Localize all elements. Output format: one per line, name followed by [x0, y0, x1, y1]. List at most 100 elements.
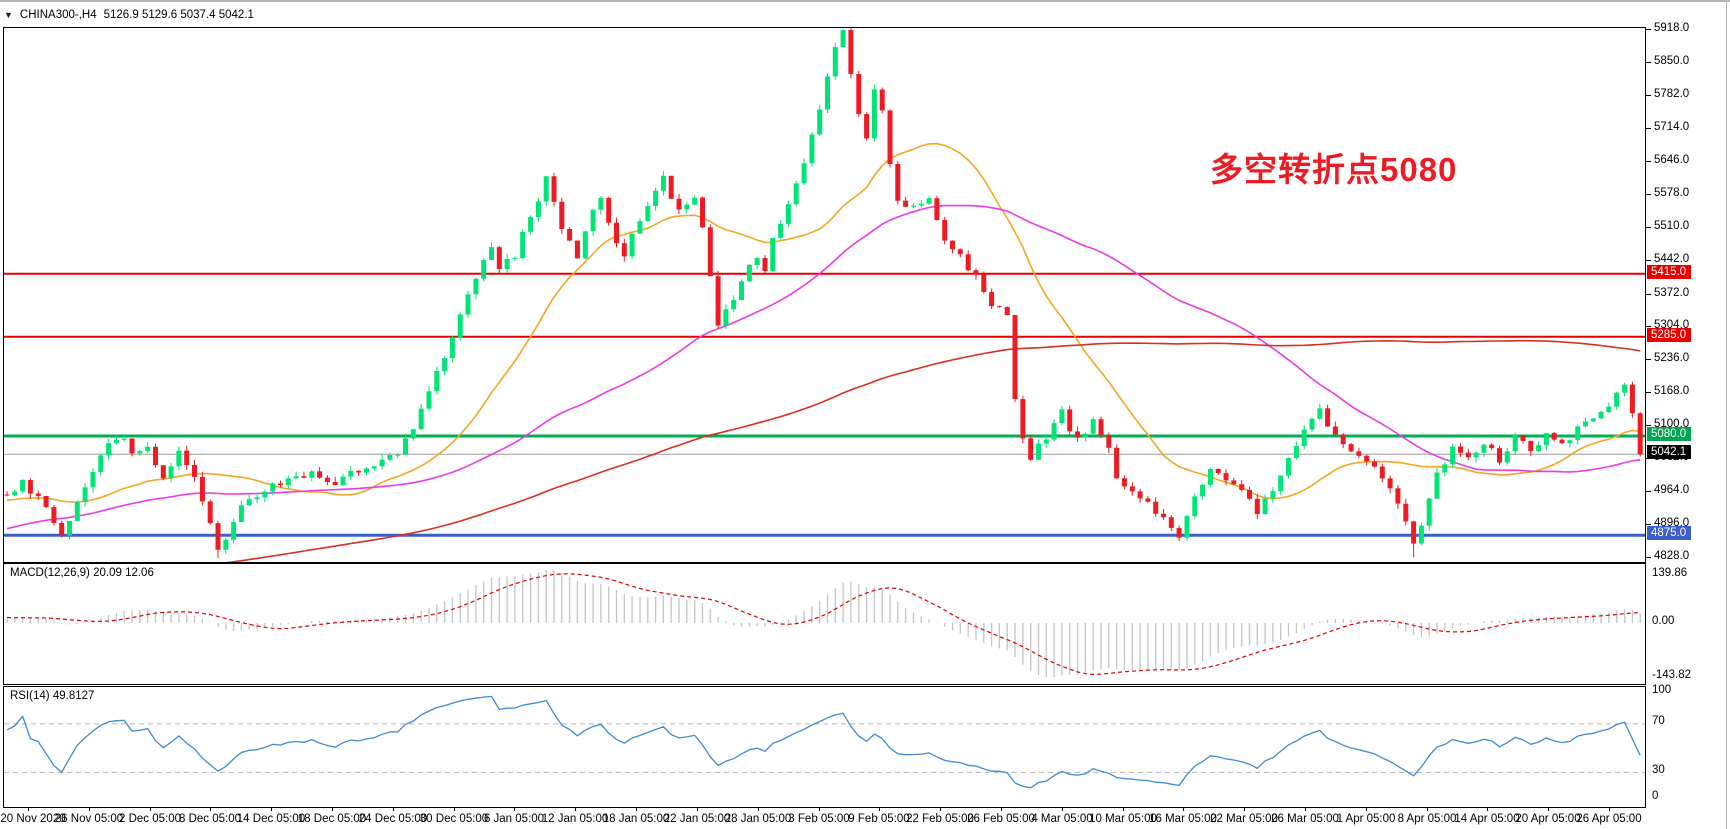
time-label: 26 Feb 05:00	[967, 813, 1035, 825]
price-tick	[1646, 359, 1651, 360]
macd-scale-label: 0.00	[1652, 615, 1675, 627]
time-label: 14 Apr 05:00	[1454, 813, 1520, 825]
time-label: 2 Dec 05:00	[118, 813, 182, 825]
time-tick	[1609, 808, 1610, 811]
time-label: 22 Mar 05:00	[1210, 813, 1278, 825]
macd-chart[interactable]	[4, 564, 1645, 684]
time-tick	[271, 808, 272, 811]
time-tick	[150, 808, 151, 811]
price-tick	[1646, 194, 1651, 195]
price-tick-label: 5782.0	[1654, 88, 1690, 100]
level-lines	[4, 272, 1645, 537]
price-tick-label: 5236.0	[1654, 352, 1690, 364]
time-label: 9 Feb 05:00	[848, 813, 910, 825]
time-tick	[1244, 808, 1245, 811]
rsi-scale-label: 0	[1652, 790, 1659, 802]
price-tick-label: 5442.0	[1654, 253, 1690, 265]
time-tick	[575, 808, 576, 811]
time-tick	[758, 808, 759, 811]
time-tick	[210, 808, 211, 811]
price-tick	[1646, 458, 1651, 459]
time-tick	[514, 808, 515, 811]
macd-scale-label: 139.86	[1652, 567, 1688, 579]
time-axis: 20 Nov 2020 26 Nov 05:00 2 Dec 05:00 8 Dec …	[0, 808, 1730, 829]
ma-slow-line	[225, 339, 1641, 562]
time-tick	[940, 808, 941, 811]
time-label: 28 Jan 05:00	[724, 813, 792, 825]
time-label: 4 Mar 05:00	[1031, 813, 1093, 825]
rsi-chart[interactable]	[4, 687, 1645, 807]
time-label: 8 Apr 05:00	[1397, 813, 1457, 825]
price-tick	[1646, 557, 1651, 558]
macd-histogram	[6, 570, 1641, 678]
price-tick	[1646, 491, 1651, 492]
time-label: 12 Jan 05:00	[541, 813, 609, 825]
price-badge: 5080.0	[1647, 427, 1692, 441]
time-tick	[697, 808, 698, 811]
ma-fast-line	[6, 142, 1641, 503]
time-label: 26 Nov 05:00	[54, 813, 124, 825]
time-label: 1 Apr 05:00	[1336, 813, 1396, 825]
time-label: 20 Apr 05:00	[1515, 813, 1581, 825]
collapse-toggle-icon[interactable]: ▼	[4, 10, 13, 20]
price-tick	[1646, 227, 1651, 228]
rsi-scale-label: 70	[1652, 715, 1665, 727]
time-tick	[819, 808, 820, 811]
time-tick	[332, 808, 333, 811]
candles-group	[4, 28, 1643, 559]
annotation-text: 多空转折点5080	[1210, 151, 1458, 188]
time-tick	[1487, 808, 1488, 811]
time-tick	[1183, 808, 1184, 811]
rsi-indicator-pane[interactable]	[3, 686, 1646, 808]
macd-indicator-pane[interactable]	[3, 563, 1646, 685]
time-label: 6 Jan 05:00	[483, 813, 545, 825]
price-tick-label: 5578.0	[1654, 187, 1690, 199]
rsi-label: RSI(14)	[10, 690, 50, 702]
rsi-label-row: RSI(14) 49.8127	[10, 690, 94, 702]
rsi-line	[6, 695, 1641, 789]
price-tick	[1646, 128, 1651, 129]
price-badge: 5285.0	[1647, 328, 1692, 342]
macd-label: MACD(12,26,9)	[10, 567, 90, 579]
rsi-scale-label: 100	[1652, 684, 1672, 696]
price-badge: 5415.0	[1647, 265, 1692, 279]
time-label: 10 Mar 05:00	[1089, 813, 1157, 825]
time-label: 22 Jan 05:00	[663, 813, 731, 825]
price-tick	[1646, 95, 1651, 96]
time-label: 18 Jan 05:00	[602, 813, 670, 825]
rsi-scale-label: 30	[1652, 764, 1665, 776]
time-tick	[1001, 808, 1002, 811]
time-label: 26 Apr 05:00	[1576, 813, 1642, 825]
price-tick	[1646, 294, 1651, 295]
candlestick-chart[interactable]	[4, 28, 1645, 562]
price-tick-label: 5100.0	[1654, 418, 1690, 430]
price-tick	[1646, 326, 1651, 327]
price-tick	[1646, 524, 1651, 525]
time-label: 18 Dec 05:00	[297, 813, 367, 825]
price-tick-label: 5850.0	[1654, 55, 1690, 67]
price-tick-label: 5168.0	[1654, 385, 1690, 397]
time-label: 30 Dec 05:00	[419, 813, 489, 825]
macd-scale-label: -143.82	[1652, 669, 1692, 681]
price-tick-label: 5714.0	[1654, 121, 1690, 133]
time-tick	[1548, 808, 1549, 811]
main-price-pane[interactable]	[3, 27, 1646, 563]
macd-signal-line	[6, 573, 1641, 676]
macd-values: 20.09 12.06	[93, 567, 154, 579]
time-tick	[1366, 808, 1367, 811]
price-tick-label: 4896.0	[1654, 517, 1690, 529]
time-tick	[1062, 808, 1063, 811]
symbol-period-label: CHINA300-,H4	[19, 9, 97, 21]
ma-medium-line	[6, 204, 1641, 530]
price-tick	[1646, 392, 1651, 393]
price-tick	[1646, 161, 1651, 162]
price-tick-label: 5510.0	[1654, 220, 1690, 232]
price-tick-label: 5918.0	[1654, 22, 1690, 34]
price-tick-label: 5372.0	[1654, 287, 1690, 299]
time-label: 8 Dec 05:00	[178, 813, 242, 825]
price-tick-label: 4964.0	[1654, 484, 1690, 496]
time-label: 26 Mar 05:00	[1271, 813, 1339, 825]
time-tick	[28, 808, 29, 811]
price-tick	[1646, 62, 1651, 63]
price-tick-label: 5032.0	[1654, 451, 1690, 463]
